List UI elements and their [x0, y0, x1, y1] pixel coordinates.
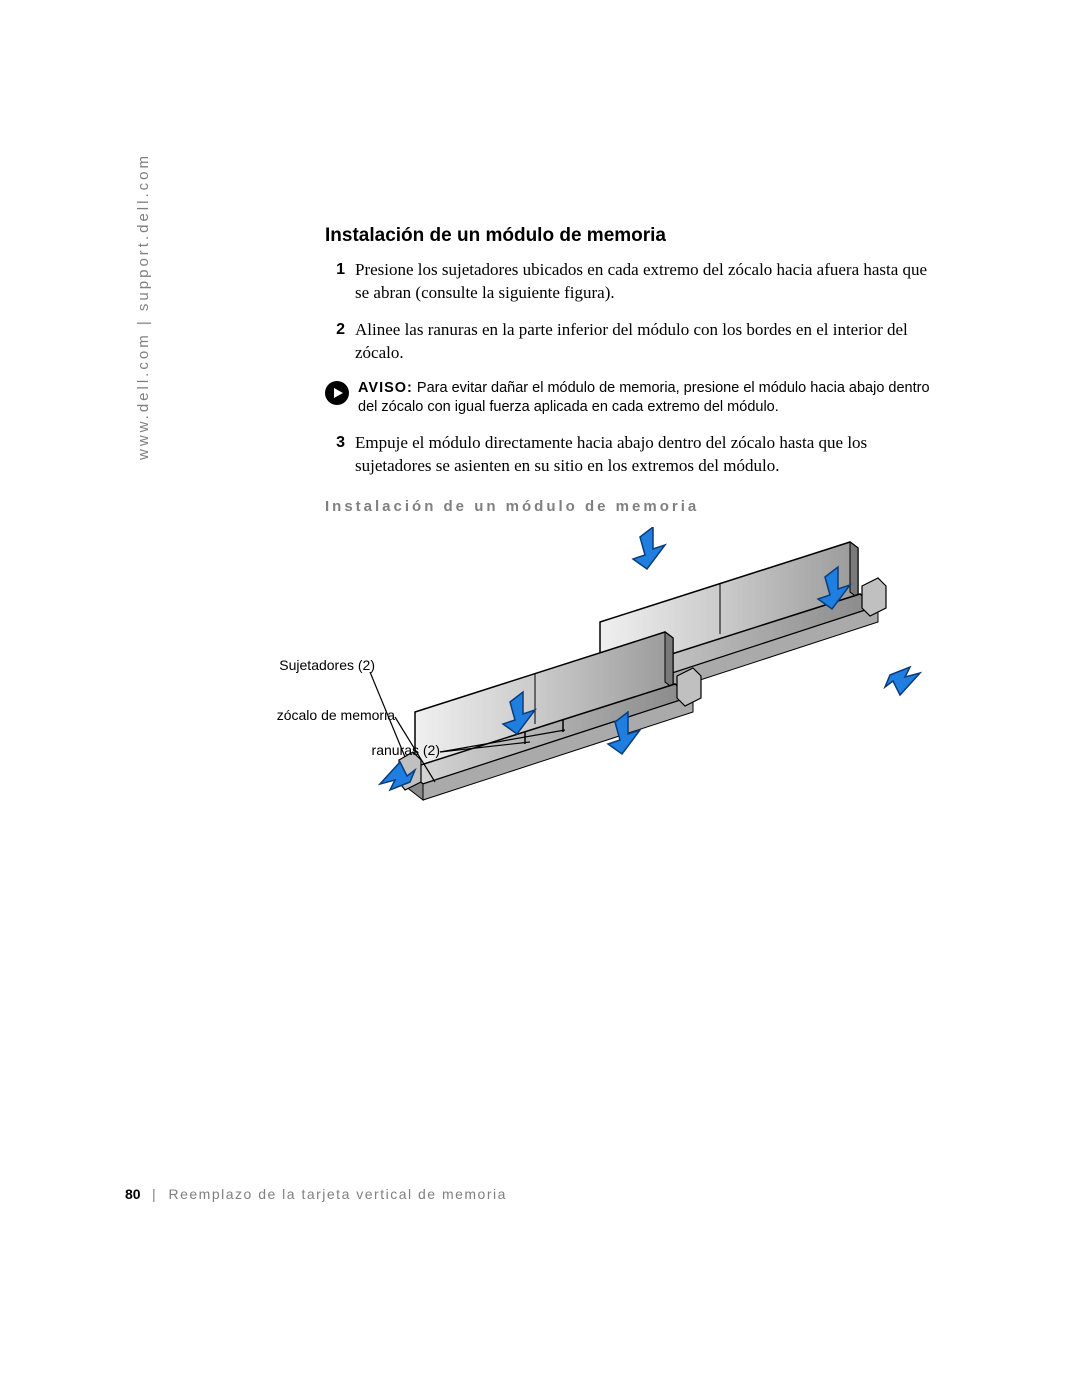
- aviso-label: AVISO:: [358, 380, 413, 396]
- aviso-notice: AVISO: Para evitar dañar el módulo de me…: [325, 379, 945, 418]
- step-number: 1: [325, 259, 355, 305]
- footer-chapter: Reemplazo de la tarjeta vertical de memo…: [169, 1186, 507, 1202]
- step-text: Alinee las ranuras en la parte inferior …: [355, 319, 945, 365]
- figure-diagram: Sujetadores (2) zócalo de memoria ranura…: [295, 527, 935, 847]
- aviso-text: AVISO: Para evitar dañar el módulo de me…: [358, 379, 945, 418]
- step-number: 2: [325, 319, 355, 365]
- memory-module-illustration: [295, 527, 935, 847]
- callout-zocalo: zócalo de memoria: [255, 707, 395, 723]
- callout-sujetadores: Sujetadores (2): [265, 657, 375, 673]
- main-content: Instalación de un módulo de memoria 1 Pr…: [325, 225, 945, 847]
- spread-arrow-icon: [885, 667, 920, 695]
- page-number: 80: [125, 1186, 141, 1202]
- step-item: 3 Empuje el módulo directamente hacia ab…: [325, 432, 945, 478]
- step-item: 1 Presione los sujetadores ubicados en c…: [325, 259, 945, 305]
- aviso-body: Para evitar dañar el módulo de memoria, …: [358, 380, 930, 416]
- sidebar-url: www.dell.com | support.dell.com: [135, 153, 152, 460]
- section-title: Instalación de un módulo de memoria: [325, 225, 945, 247]
- step-number: 3: [325, 432, 355, 478]
- step-text: Presione los sujetadores ubicados en cad…: [355, 259, 945, 305]
- figure-title: Instalación de un módulo de memoria: [325, 498, 945, 515]
- step-item: 2 Alinee las ranuras en la parte inferio…: [325, 319, 945, 365]
- step-text: Empuje el módulo directamente hacia abaj…: [355, 432, 945, 478]
- callout-ranuras: ranuras (2): [350, 742, 440, 758]
- footer-separator: |: [152, 1186, 157, 1202]
- page-footer: 80 | Reemplazo de la tarjeta vertical de…: [125, 1186, 507, 1202]
- push-arrow-icon: [633, 527, 665, 569]
- aviso-arrow-icon: [325, 381, 349, 405]
